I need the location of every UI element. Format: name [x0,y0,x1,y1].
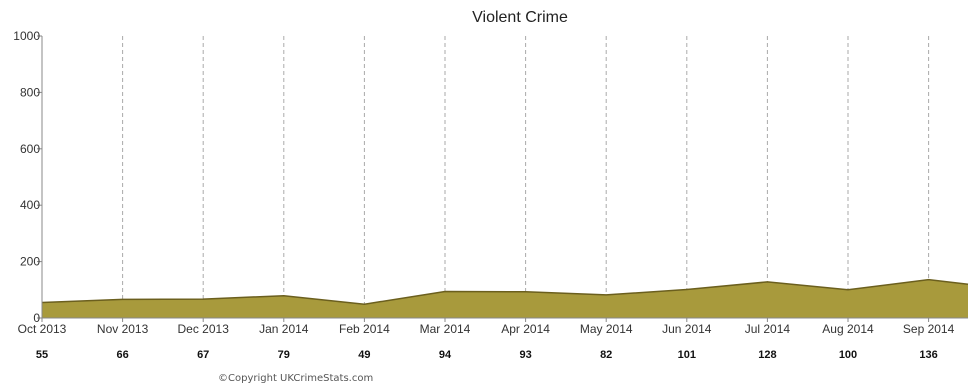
x-tick-label: Jan 2014 [259,322,309,336]
x-tick-label: May 2014 [580,322,633,336]
x-axis: Oct 2013 Nov 2013 Dec 2013 Jan 2014 Feb 2014… [18,317,968,336]
data-value-label: 67 [197,349,209,361]
series-area [42,279,968,318]
data-value-label: 82 [600,349,612,361]
y-tick-label: 1000 [13,29,40,43]
x-tick-label: Oct 2013 [18,322,67,336]
y-tick-label: 600 [20,142,40,156]
y-axis: 0 200 400 600 800 1000 [13,29,43,325]
y-tick-label: 0 [33,311,40,325]
data-value-label: 93 [519,349,531,361]
y-tick-label: 800 [20,85,40,99]
x-tick-label: Apr 2014 [501,322,550,336]
data-value-label: 100 [839,349,857,361]
data-value-label: 55 [36,349,48,361]
x-tick-label: Mar 2014 [420,322,471,336]
chart-title: Violent Crime [472,9,568,26]
x-tick-label: Jul 2014 [745,322,791,336]
x-tick-label: Aug 2014 [822,322,874,336]
x-tick-label: Sep 2014 [903,322,955,336]
value-labels: 55 66 67 79 49 94 93 82 101 128 100 136 [36,349,938,361]
data-value-label: 128 [758,349,776,361]
series-line [41,278,969,305]
y-tick-label: 400 [20,198,40,212]
x-tick-label: Jun 2014 [662,322,712,336]
data-value-label: 66 [116,349,128,361]
x-tick-label: Feb 2014 [339,322,390,336]
data-value-label: 101 [678,349,696,361]
data-value-label: 79 [278,349,290,361]
data-value-label: 49 [358,349,370,361]
copyright-text: ©Copyright UKCrimeStats.com [218,373,373,384]
x-tick-label: Dec 2013 [178,322,230,336]
data-value-label: 94 [439,349,452,361]
grid-lines [122,36,930,318]
area-layer [41,278,969,318]
y-tick-label: 200 [20,255,40,269]
data-value-label: 136 [919,349,937,361]
x-tick-label: Nov 2013 [97,322,149,336]
